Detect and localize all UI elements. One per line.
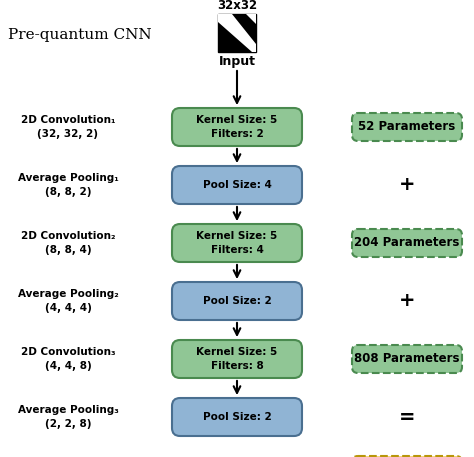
FancyBboxPatch shape <box>352 345 462 373</box>
FancyBboxPatch shape <box>172 108 302 146</box>
Polygon shape <box>246 14 256 24</box>
FancyBboxPatch shape <box>172 224 302 262</box>
Text: Kernel Size: 5
Filters: 4: Kernel Size: 5 Filters: 4 <box>196 231 278 255</box>
FancyBboxPatch shape <box>172 282 302 320</box>
Text: Average Pooling₁: Average Pooling₁ <box>18 173 118 183</box>
FancyBboxPatch shape <box>172 166 302 204</box>
Polygon shape <box>218 14 256 52</box>
Text: Pool Size: 4: Pool Size: 4 <box>202 180 272 190</box>
Text: Average Pooling₂: Average Pooling₂ <box>18 289 118 299</box>
Text: =: = <box>399 408 415 426</box>
FancyBboxPatch shape <box>172 398 302 436</box>
Text: (8, 8, 4): (8, 8, 4) <box>45 245 91 255</box>
Text: (32, 32, 2): (32, 32, 2) <box>37 129 99 139</box>
Text: Kernel Size: 5
Filters: 8: Kernel Size: 5 Filters: 8 <box>196 347 278 371</box>
FancyBboxPatch shape <box>172 340 302 378</box>
Text: Kernel Size: 5
Filters: 2: Kernel Size: 5 Filters: 2 <box>196 116 278 138</box>
Text: Pool Size: 2: Pool Size: 2 <box>202 296 272 306</box>
Text: 2D Convolution₃: 2D Convolution₃ <box>21 347 115 357</box>
Text: Input: Input <box>219 55 255 68</box>
Text: (8, 8, 2): (8, 8, 2) <box>45 187 91 197</box>
Text: 2D Convolution₁: 2D Convolution₁ <box>21 115 115 125</box>
Text: (4, 4, 4): (4, 4, 4) <box>45 303 91 313</box>
Text: +: + <box>399 175 415 195</box>
Text: Average Pooling₃: Average Pooling₃ <box>18 405 118 415</box>
Text: 808 Parameters: 808 Parameters <box>354 352 460 366</box>
Text: (4, 4, 8): (4, 4, 8) <box>45 361 91 371</box>
FancyBboxPatch shape <box>352 456 462 457</box>
Text: +: + <box>399 292 415 310</box>
Text: Pre-quantum CNN: Pre-quantum CNN <box>8 28 152 42</box>
Text: 2D Convolution₂: 2D Convolution₂ <box>21 231 115 241</box>
Text: 52 Parameters: 52 Parameters <box>358 121 456 133</box>
Bar <box>218 14 256 52</box>
FancyBboxPatch shape <box>352 229 462 257</box>
Text: 32x32: 32x32 <box>217 0 257 12</box>
FancyBboxPatch shape <box>352 113 462 141</box>
Text: 204 Parameters: 204 Parameters <box>354 237 460 250</box>
Text: Pool Size: 2: Pool Size: 2 <box>202 412 272 422</box>
Text: (2, 2, 8): (2, 2, 8) <box>45 419 91 429</box>
